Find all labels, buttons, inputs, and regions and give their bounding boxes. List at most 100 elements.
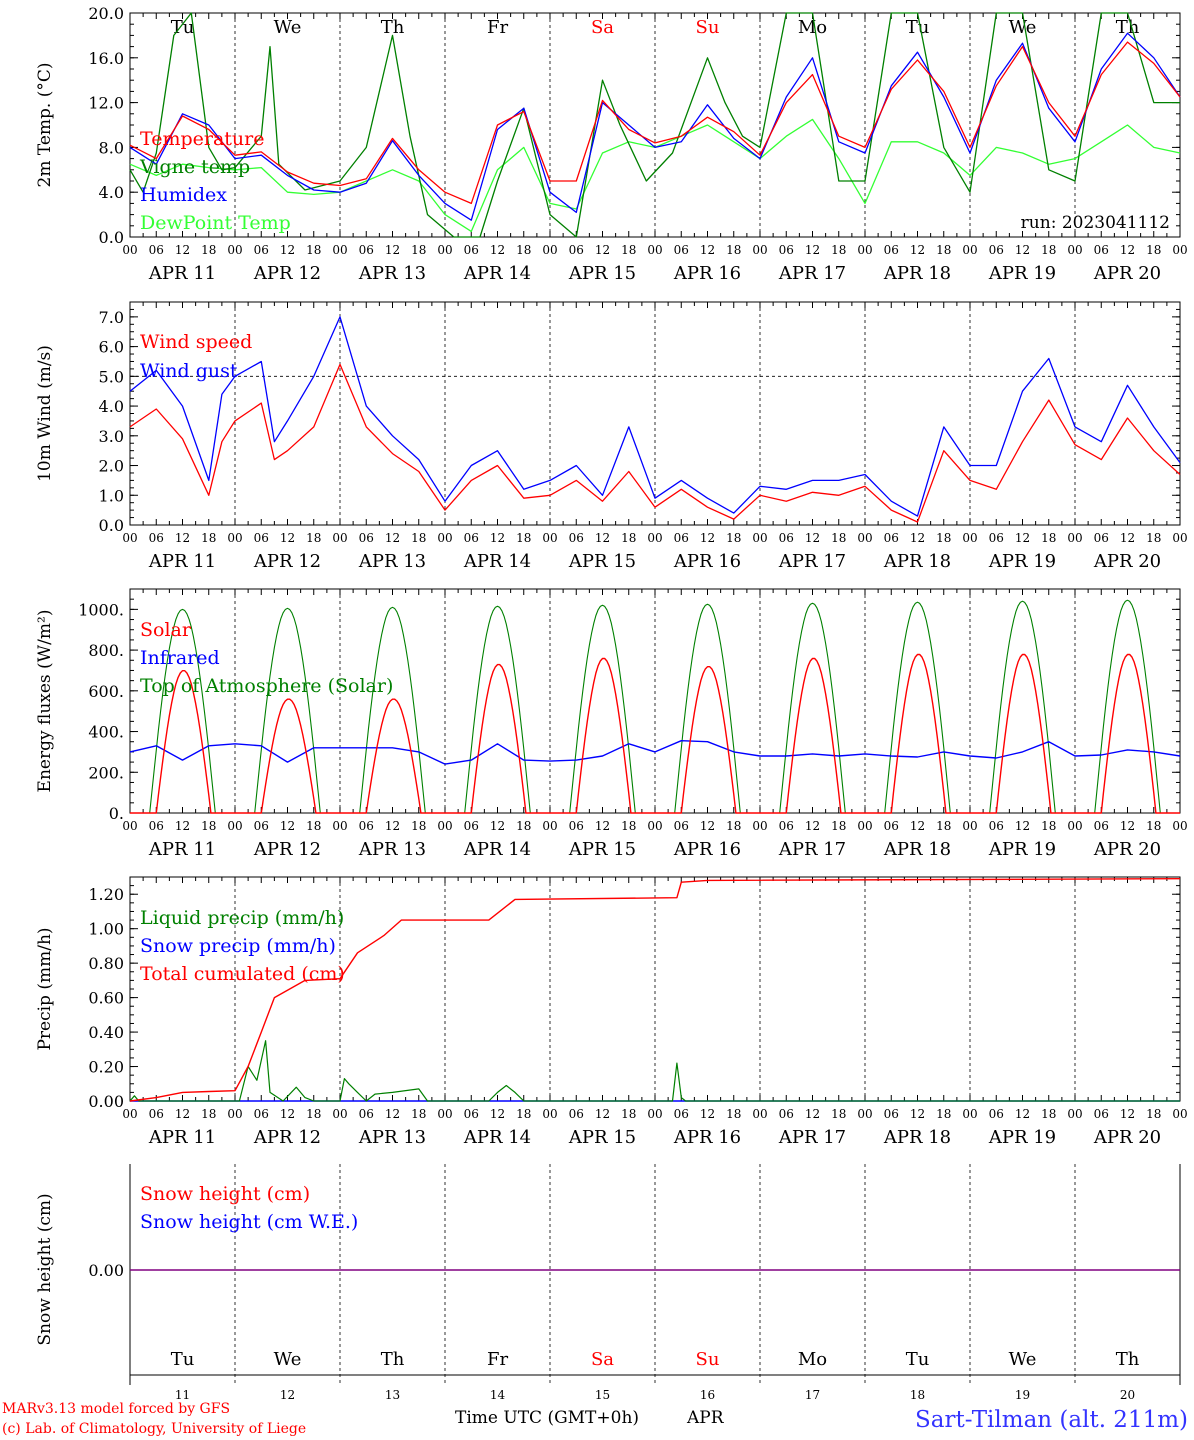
- y-axis-label: 2m Temp. (°C): [35, 62, 55, 187]
- day-abbr-label: Su: [696, 17, 720, 38]
- hour-tick-label: 06: [884, 1107, 899, 1121]
- day-abbr-label: We: [274, 1349, 302, 1370]
- y-tick-label: 0.20: [88, 1058, 124, 1077]
- hour-tick-label: 00: [857, 531, 872, 545]
- series-line: [129, 363, 1181, 523]
- legend-entry: Infrared: [140, 647, 220, 669]
- y-tick-label: 1.00: [88, 920, 124, 939]
- hour-tick-label: 12: [280, 243, 295, 257]
- hour-tick-label: 12: [595, 819, 610, 833]
- hour-tick-label: 12: [280, 819, 295, 833]
- hour-tick-label: 18: [306, 531, 321, 545]
- day-abbr-label: Th: [381, 17, 405, 38]
- hour-tick-label: 00: [437, 819, 452, 833]
- hour-tick-label: 12: [385, 1107, 400, 1121]
- hour-tick-label: 12: [490, 243, 505, 257]
- hour-tick-label: 00: [542, 243, 557, 257]
- snow-panel: 0.00 Snow height (cm) Snow height (cm) Snow…: [35, 1164, 1181, 1402]
- hour-tick-label: 06: [1094, 819, 1109, 833]
- series-line: [129, 41, 1181, 205]
- hour-tick-label: 18: [726, 1107, 741, 1121]
- hour-tick-label: 18: [726, 243, 741, 257]
- legend-entry: Total cumulated (cm): [140, 963, 345, 985]
- hour-tick-label: 12: [280, 531, 295, 545]
- hour-tick-label: 12: [1015, 1107, 1030, 1121]
- date-label: APR 11: [148, 551, 216, 572]
- hour-tick-label: 12: [805, 1107, 820, 1121]
- hour-tick-label: 12: [175, 531, 190, 545]
- date-label: APR 14: [463, 1127, 531, 1148]
- hour-tick-label: 18: [936, 1107, 951, 1121]
- day-number-label: 14: [490, 1388, 506, 1402]
- hour-tick-label: 00: [962, 1107, 977, 1121]
- date-label: APR 12: [253, 263, 321, 284]
- hour-tick-label: 18: [1146, 243, 1161, 257]
- hour-tick-label: 00: [647, 1107, 662, 1121]
- y-tick-label: 0.0: [99, 516, 124, 535]
- hour-tick-label: 12: [700, 531, 715, 545]
- legend-entry: Temperature: [140, 128, 264, 150]
- hour-tick-label: 12: [490, 1107, 505, 1121]
- hour-tick-label: 00: [647, 243, 662, 257]
- station-name: Sart-Tilman (alt. 211m): [915, 1407, 1188, 1433]
- hour-tick-label: 12: [1015, 243, 1030, 257]
- hour-tick-label: 06: [779, 243, 794, 257]
- wind-panel: 0.0 1.0 2.0 3.0 4.0 5.0 6.0 7.0 10m Wind (m/s) Wi…: [35, 301, 1188, 572]
- legend-entry: Snow precip (mm/h): [140, 935, 336, 957]
- date-label: APR 11: [148, 839, 216, 860]
- hour-tick-label: 06: [569, 531, 584, 545]
- y-tick-label: 3.0: [99, 427, 124, 446]
- legend-entry: Humidex: [140, 184, 227, 206]
- hour-tick-label: 18: [831, 1107, 846, 1121]
- hour-tick-label: 12: [700, 243, 715, 257]
- date-label: APR 15: [568, 1127, 636, 1148]
- hour-tick-label: 00: [437, 1107, 452, 1121]
- hour-tick-label: 00: [647, 819, 662, 833]
- hour-tick-label: 18: [411, 1107, 426, 1121]
- hour-tick-label: 18: [411, 531, 426, 545]
- hour-tick-label: 06: [674, 243, 689, 257]
- hour-tick-label: 18: [936, 531, 951, 545]
- legend-entry: Snow height (cm W.E.): [140, 1211, 358, 1233]
- date-label: APR 14: [463, 839, 531, 860]
- day-abbr-label: Th: [1116, 17, 1140, 38]
- hour-tick-label: 00: [122, 243, 137, 257]
- day-abbr-label: Th: [381, 1349, 405, 1370]
- date-label: APR 13: [358, 839, 426, 860]
- hour-tick-label: 06: [569, 819, 584, 833]
- y-axis-label: 10m Wind (m/s): [35, 345, 55, 482]
- day-number-label: 18: [910, 1388, 925, 1402]
- date-label: APR 18: [883, 1127, 951, 1148]
- legend-entry: Liquid precip (mm/h): [140, 907, 344, 929]
- hour-tick-label: 12: [700, 1107, 715, 1121]
- hour-tick-label: 18: [306, 819, 321, 833]
- date-label: APR 19: [988, 551, 1056, 572]
- y-tick-label: 8.0: [99, 138, 124, 157]
- hour-tick-label: 00: [857, 243, 872, 257]
- hour-tick-label: 00: [962, 243, 977, 257]
- hour-tick-label: 06: [254, 819, 269, 833]
- hour-tick-label: 00: [1067, 1107, 1082, 1121]
- hour-tick-label: 18: [201, 243, 216, 257]
- day-abbr-label: Tu: [171, 1349, 195, 1370]
- date-label: APR 20: [1093, 263, 1161, 284]
- hour-tick-label: 06: [674, 1107, 689, 1121]
- series-line: [129, 1040, 1180, 1102]
- hour-tick-label: 06: [569, 1107, 584, 1121]
- hour-tick-label: 00: [542, 819, 557, 833]
- y-tick-label: 20.0: [88, 4, 124, 23]
- day-abbr-label: Sa: [591, 1349, 614, 1370]
- hour-tick-label: 06: [464, 243, 479, 257]
- hour-tick-label: 12: [1120, 1107, 1135, 1121]
- hour-tick-label: 12: [490, 819, 505, 833]
- hour-tick-label: 00: [122, 1107, 137, 1121]
- day-number-label: 11: [175, 1388, 190, 1402]
- hour-tick-label: 06: [464, 531, 479, 545]
- hour-tick-label: 06: [359, 531, 374, 545]
- date-label: APR 11: [148, 263, 216, 284]
- date-label: APR 19: [988, 263, 1056, 284]
- hour-tick-label: 18: [936, 243, 951, 257]
- month-label: APR: [686, 1408, 725, 1428]
- hour-tick-label: 00: [1172, 531, 1187, 545]
- day-number-label: 13: [385, 1388, 400, 1402]
